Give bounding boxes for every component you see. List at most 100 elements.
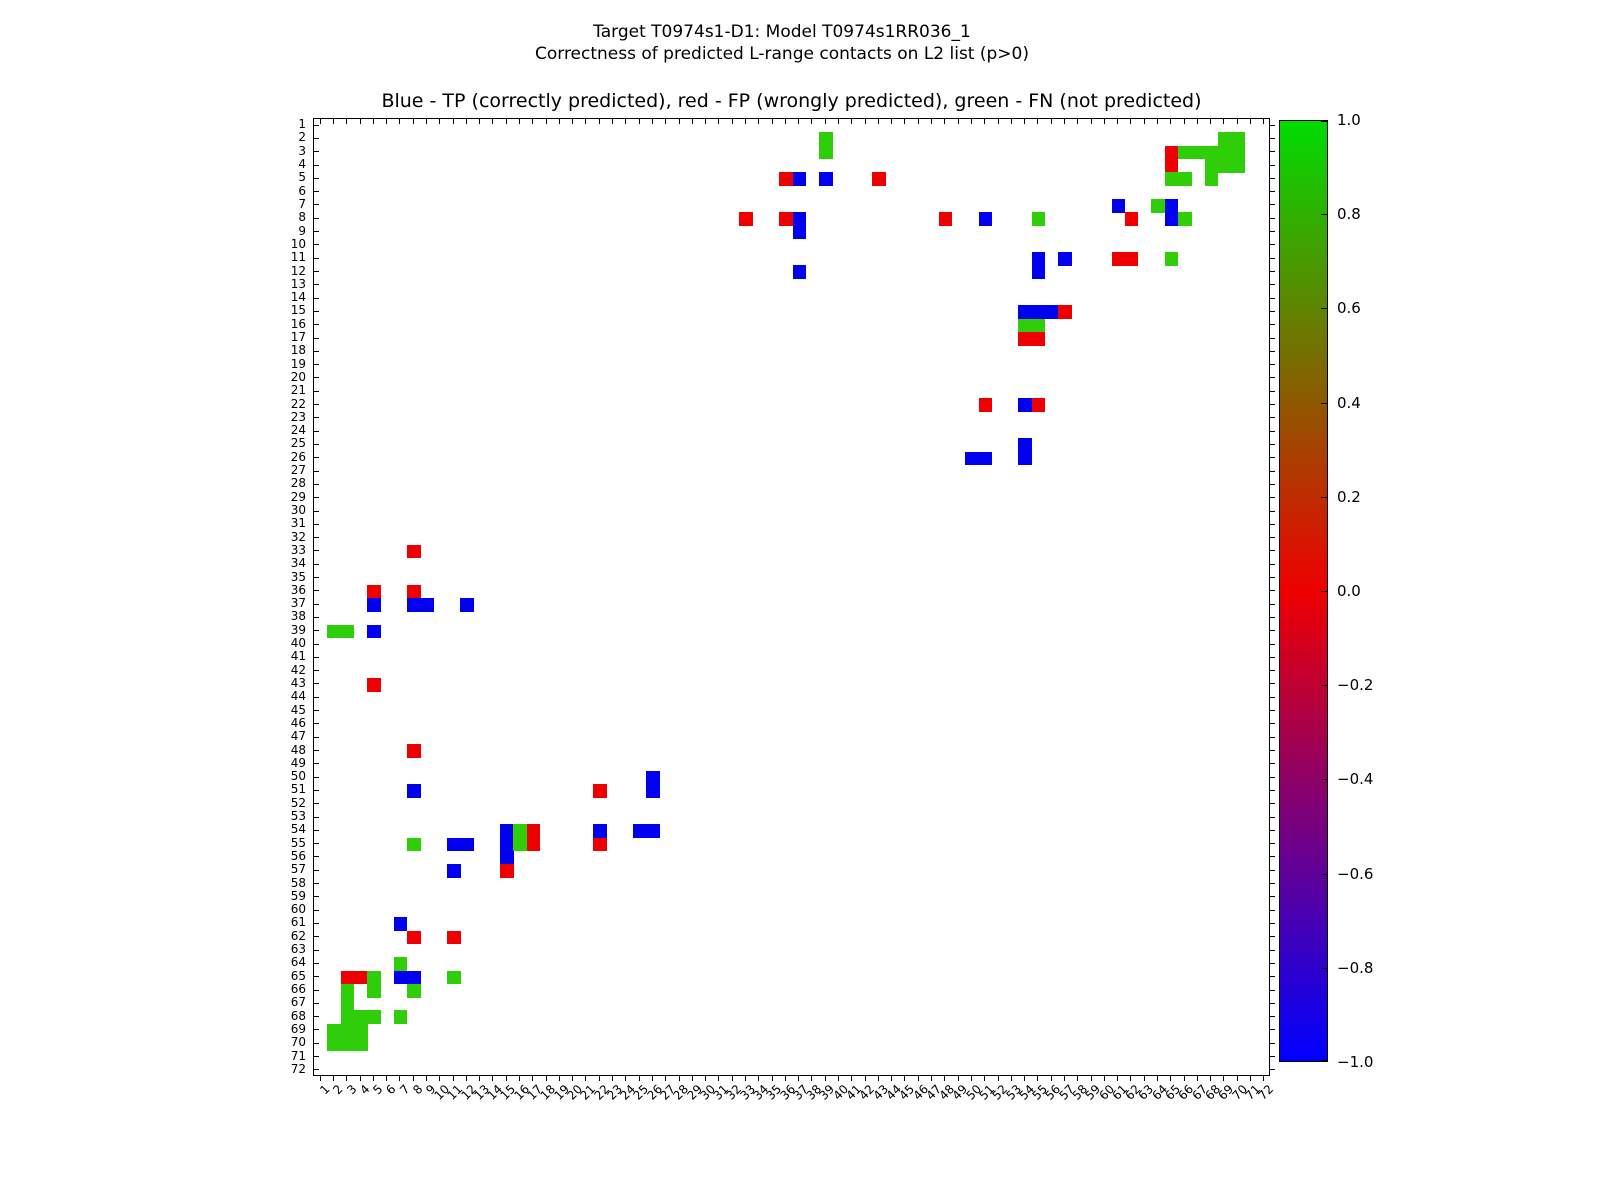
axis-tick-mark bbox=[1270, 191, 1275, 193]
axis-tick-mark bbox=[678, 1076, 680, 1081]
axis-tick-mark bbox=[314, 883, 319, 885]
heatmap-cell bbox=[407, 837, 421, 852]
axis-tick-mark bbox=[545, 1076, 547, 1081]
axis-tick-mark bbox=[465, 119, 467, 124]
axis-tick-mark bbox=[439, 119, 441, 124]
heatmap-cell bbox=[340, 624, 355, 639]
axis-tick-mark bbox=[314, 590, 319, 592]
axis-tick-mark bbox=[798, 119, 800, 124]
axis-tick-mark bbox=[931, 119, 933, 124]
axis-tick-mark bbox=[314, 643, 319, 645]
axis-tick-mark bbox=[314, 869, 319, 871]
axis-tick-mark bbox=[314, 763, 319, 765]
y-tick-label: 15 bbox=[290, 303, 306, 318]
axes-title-legend: Blue - TP (correctly predicted), red - F… bbox=[381, 90, 1202, 112]
heatmap-cell bbox=[1111, 198, 1126, 213]
axis-tick-mark bbox=[558, 1076, 560, 1081]
axis-tick-mark bbox=[1223, 1076, 1225, 1081]
axis-tick-mark bbox=[1270, 750, 1275, 751]
heatmap-cell bbox=[407, 983, 421, 998]
axis-tick-mark bbox=[758, 1076, 760, 1081]
axis-tick-mark bbox=[532, 119, 534, 124]
heatmap-cell bbox=[593, 784, 607, 798]
axis-tick-mark bbox=[1270, 962, 1275, 964]
axis-tick-mark bbox=[314, 750, 319, 751]
axis-tick-mark bbox=[1270, 803, 1275, 805]
axis-tick-mark bbox=[1270, 670, 1275, 672]
axis-tick-mark bbox=[625, 119, 627, 124]
heatmap-cell bbox=[407, 598, 421, 612]
heatmap-cell bbox=[340, 1037, 355, 1051]
heatmap-cell bbox=[500, 850, 514, 865]
heatmap-cell bbox=[1031, 331, 1046, 346]
axis-tick-mark bbox=[314, 364, 319, 366]
axis-tick-mark bbox=[314, 457, 319, 459]
heatmap-cell bbox=[1058, 252, 1073, 266]
y-tick-label: 58 bbox=[290, 875, 306, 890]
axis-tick-mark bbox=[1270, 151, 1275, 153]
figure-title-line1: Target T0974s1-D1: Model T0974s1RR036_1 bbox=[593, 22, 971, 42]
y-tick-label: 26 bbox=[290, 449, 306, 464]
y-tick-label: 61 bbox=[290, 915, 306, 930]
axis-tick-mark bbox=[314, 177, 319, 179]
axis-tick-mark bbox=[314, 137, 319, 139]
y-tick-label: 34 bbox=[290, 556, 306, 571]
heatmap-cell bbox=[1018, 305, 1033, 319]
axis-tick-mark bbox=[1236, 1076, 1238, 1081]
heatmap-cell bbox=[367, 624, 381, 639]
axis-tick-mark bbox=[1270, 404, 1275, 406]
axis-tick-mark bbox=[558, 119, 560, 124]
axis-tick-mark bbox=[519, 1076, 521, 1081]
axis-tick-mark bbox=[598, 1076, 600, 1081]
y-tick-label: 31 bbox=[290, 516, 306, 531]
axis-tick-mark bbox=[452, 119, 454, 124]
axis-tick-mark bbox=[332, 119, 334, 124]
axis-tick-mark bbox=[1270, 710, 1275, 712]
axis-tick-mark bbox=[1270, 244, 1275, 246]
heatmap-cell bbox=[1124, 252, 1139, 266]
heatmap-cell bbox=[1164, 158, 1179, 173]
axis-tick-mark bbox=[314, 483, 319, 485]
y-tick-label: 12 bbox=[290, 263, 306, 278]
axis-tick-mark bbox=[1143, 119, 1145, 124]
axis-tick-mark bbox=[1117, 1076, 1119, 1081]
axis-tick-mark bbox=[1270, 776, 1275, 778]
y-tick-label: 28 bbox=[290, 476, 306, 491]
heatmap-cell bbox=[1111, 252, 1126, 266]
axis-tick-mark bbox=[1270, 1029, 1275, 1031]
heatmap-cell bbox=[593, 824, 607, 838]
y-tick-label: 39 bbox=[290, 622, 306, 637]
axis-tick-mark bbox=[314, 949, 319, 951]
heatmap-cell bbox=[1045, 305, 1059, 319]
heatmap-cell bbox=[1231, 132, 1245, 146]
axis-tick-mark bbox=[314, 656, 319, 658]
axis-tick-mark bbox=[1270, 563, 1275, 565]
axis-tick-mark bbox=[1270, 337, 1275, 339]
axis-tick-mark bbox=[1090, 119, 1092, 124]
axis-tick-mark bbox=[314, 271, 319, 272]
axis-tick-mark bbox=[1037, 1076, 1039, 1081]
axis-tick-mark bbox=[492, 119, 494, 124]
y-tick-label: 52 bbox=[290, 795, 306, 810]
heatmap-cell bbox=[1164, 145, 1179, 160]
axis-tick-mark bbox=[1263, 1076, 1265, 1081]
heatmap-cell bbox=[1217, 158, 1232, 173]
colorbar-tick-mark bbox=[1321, 214, 1327, 216]
heatmap-cell bbox=[978, 398, 993, 413]
axis-tick-mark bbox=[678, 119, 680, 124]
heatmap-cell bbox=[1164, 252, 1179, 266]
axis-tick-mark bbox=[319, 119, 321, 124]
heatmap-cell bbox=[1031, 212, 1046, 226]
axis-tick-mark bbox=[1157, 1076, 1159, 1081]
axis-tick-mark bbox=[452, 1076, 454, 1081]
axis-tick-mark bbox=[479, 1076, 481, 1081]
axis-tick-mark bbox=[1157, 119, 1159, 124]
heatmap-cell bbox=[872, 172, 886, 186]
heatmap-cell bbox=[526, 824, 541, 838]
heatmap-cell bbox=[1164, 212, 1179, 226]
y-tick-label: 70 bbox=[290, 1035, 306, 1050]
heatmap-cell bbox=[367, 598, 381, 612]
axis-tick-mark bbox=[1270, 364, 1275, 366]
heatmap-cell bbox=[792, 172, 807, 186]
axis-tick-mark bbox=[519, 119, 521, 124]
